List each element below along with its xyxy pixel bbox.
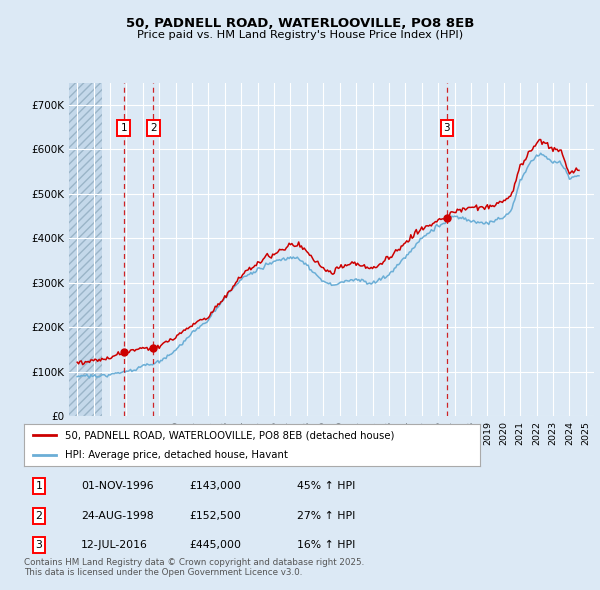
Text: £445,000: £445,000 <box>189 540 241 550</box>
Text: 27% ↑ HPI: 27% ↑ HPI <box>297 511 355 520</box>
Text: 16% ↑ HPI: 16% ↑ HPI <box>297 540 355 550</box>
Text: £152,500: £152,500 <box>189 511 241 520</box>
Text: £143,000: £143,000 <box>189 481 241 491</box>
Text: 1: 1 <box>121 123 127 133</box>
Text: Price paid vs. HM Land Registry's House Price Index (HPI): Price paid vs. HM Land Registry's House … <box>137 30 463 40</box>
Text: 3: 3 <box>443 123 450 133</box>
Bar <box>69 83 102 416</box>
Text: 2: 2 <box>35 511 43 520</box>
Text: 01-NOV-1996: 01-NOV-1996 <box>81 481 154 491</box>
Text: HPI: Average price, detached house, Havant: HPI: Average price, detached house, Hava… <box>65 451 288 460</box>
Text: 45% ↑ HPI: 45% ↑ HPI <box>297 481 355 491</box>
Text: 50, PADNELL ROAD, WATERLOOVILLE, PO8 8EB: 50, PADNELL ROAD, WATERLOOVILLE, PO8 8EB <box>126 17 474 30</box>
Text: 50, PADNELL ROAD, WATERLOOVILLE, PO8 8EB (detached house): 50, PADNELL ROAD, WATERLOOVILLE, PO8 8EB… <box>65 430 395 440</box>
Text: 1: 1 <box>35 481 43 491</box>
Text: 24-AUG-1998: 24-AUG-1998 <box>81 511 154 520</box>
Text: 2: 2 <box>150 123 157 133</box>
Text: 12-JUL-2016: 12-JUL-2016 <box>81 540 148 550</box>
Text: Contains HM Land Registry data © Crown copyright and database right 2025.
This d: Contains HM Land Registry data © Crown c… <box>24 558 364 577</box>
Text: 3: 3 <box>35 540 43 550</box>
